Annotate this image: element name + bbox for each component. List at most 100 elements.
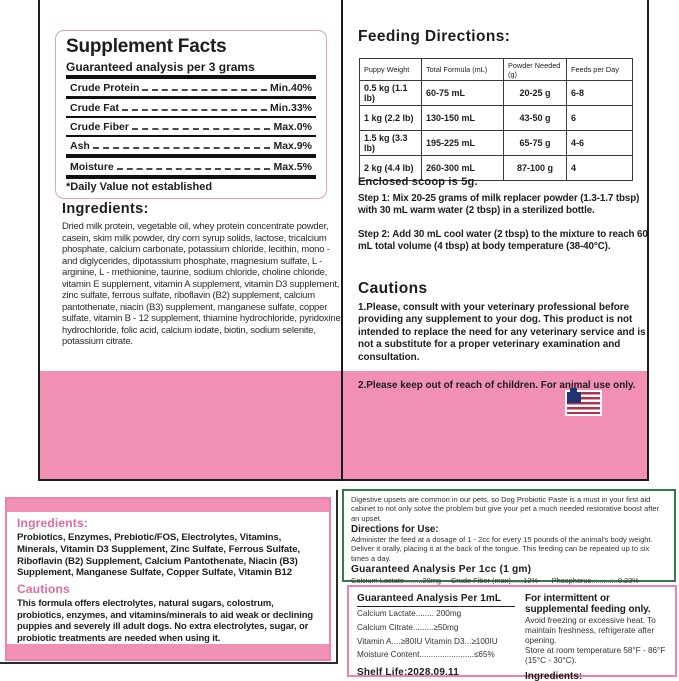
cell-weight: 1.5 kg (3.3 lb) [359,130,422,156]
analysis-line: Vitamin A....≥80IU Vitamin D3...≥100IU [357,636,498,646]
bottom-right-info-box: Guaranteed Analysis Per 1mL Calcium Lact… [347,585,677,681]
panel-right-border [647,0,649,481]
nutrient-name: Ash [70,139,90,152]
caution-text-1: 1.Please, consult with your veterinary p… [358,302,646,363]
mixing-step-1: Step 1: Mix 20-25 grams of milk replacer… [358,193,640,217]
directions-for-use-text: Administer the feed at a dosage of 1 - 2… [351,535,653,563]
cell-powder: 20-25 g [503,80,567,106]
guaranteed-analysis-1ml-heading: Guaranteed Analysis Per 1mL [357,593,515,607]
cell-weight: 2 kg (4.4 lb) [359,155,422,181]
probiotic-intro-text: Digestive upsets are common in our pets,… [351,495,660,523]
analysis-line: Calcium Lactate........ 200mg [357,609,462,618]
cell-formula: 195-225 mL [421,130,504,156]
cell-formula: 130-150 mL [421,105,504,131]
cell-weight: 0.5 kg (1.1 lb) [359,80,422,106]
pink-band-bottom [7,644,329,659]
us-flag-icon [565,388,602,416]
divider-bar [66,115,316,118]
flag-canton [567,392,581,403]
supplement-facts-title: Supplement Facts [66,36,227,57]
analysis-line: Moisture Content........................… [357,650,495,660]
divider-bar [66,134,316,137]
scoop-note: Enclosed scoop is 5g. [358,176,478,188]
nutrient-row: Ash Max.9% [66,138,316,153]
cautions-heading: Cautions [358,280,428,297]
nutrient-value: Max.5% [273,160,312,173]
analysis-line: Calcium Lactate.........20mg [351,575,441,585]
analysis-line: Crude Fiber (max)......12% [450,575,539,585]
col-header-powder-needed: Powder Needed (g) [503,58,567,81]
caution-text-2: 2.Please keep out of reach of children. … [358,380,636,391]
nutrient-value: Max.9% [273,139,312,152]
dash-leader [116,167,271,170]
bottom-left-box-shadow-bottom [0,662,338,664]
cell-formula: 260-300 mL [421,155,504,181]
table-row: 0.5 kg (1.1 lb) 60-75 mL 20-25 g 6-8 [359,80,633,106]
analysis-line: Phosphorus.............0.23% [551,575,639,585]
nutrient-name: Crude Fat [70,101,120,114]
feeding-directions-heading: Feeding Directions: [358,28,511,45]
nutrient-row: Crude Fat Min.33% [66,100,316,115]
analysis-line: Calcium Citrate.........≥50mg [357,622,459,632]
dash-leader [142,88,267,91]
nutrient-value: Max.0% [273,120,312,133]
cell-powder: 65-75 g [503,130,567,156]
shelf-life-text: Shelf Life:2028.09.11 [357,667,460,679]
divider-bar [66,95,316,99]
cell-feeds: 6-8 [566,80,633,106]
storage-text-2: Store at room temperature 58°F - 86°F (1… [525,646,666,666]
col-header-feeds-per-day: Feeds per Day [566,58,633,81]
nutrient-value: Min.33% [269,101,312,114]
guaranteed-analysis-1cc-heading: Guaranteed Analysis Per 1cc (1 gm) [351,563,532,575]
cautions-paragraph: This formula offers electrolytes, natura… [17,597,313,643]
supplement-facts-panel: Supplement Facts Guaranteed analysis per… [55,30,327,199]
pink-highlight-band [40,371,647,479]
storage-text-1: Avoid freezing or excessive heat. To mai… [525,616,656,645]
ingredients-heading: Ingredients: [17,516,89,530]
panel-bottom-border [38,479,649,481]
cautions-heading: Cautions [17,582,70,597]
nutrient-row: Moisture Max.5% [66,159,316,174]
supplement-facts-subtitle: Guaranteed analysis per 3 grams [66,59,255,74]
divider-bar [66,174,316,179]
intermittent-feeding-heading: For intermittent or supplemental feeding… [525,593,651,615]
table-row: 1 kg (2.2 lb) 130-150 mL 43-50 g 6 [359,105,633,131]
feeding-table: Puppy Weight Total Formula (mL) Powder N… [359,58,633,181]
probiotic-paste-info-box: Digestive upsets are common in our pets,… [342,489,676,605]
cell-powder: 43-50 g [503,105,567,131]
table-row: 1.5 kg (3.3 lb) 195-225 mL 65-75 g 4-6 [359,130,633,156]
dash-leader [92,146,271,149]
cell-feeds: 4 [566,155,633,181]
nutrient-value: Min.40% [269,81,312,94]
daily-value-footnote: *Daily Value not established [66,180,213,193]
directions-for-use-heading: Directions for Use: [351,524,439,536]
dash-leader [122,108,267,111]
divider-bar [66,74,316,79]
bottom-left-info-box: Ingredients: Probiotics, Enzymes, Prebio… [5,497,331,661]
nutrient-name: Crude Fiber [70,120,129,133]
nutrient-row: Crude Protein Min.40% [66,80,316,95]
ingredients-heading: Ingredients: [525,670,583,681]
mixing-step-2: Step 2: Add 30 mL cool water (2 tbsp) to… [358,229,648,253]
nutrient-row: Crude Fiber Max.0% [66,119,316,134]
cell-powder: 87-100 g [503,155,567,181]
ingredients-paragraph: Dried milk protein, vegetable oil, whey … [62,221,341,347]
nutrient-name: Crude Protein [70,81,140,94]
flag-canton-notch [570,388,577,393]
cell-formula: 60-75 mL [421,80,504,106]
panel-left-border [38,0,40,481]
ingredients-paragraph: Probiotics, Enzymes, Prebiotic/FOS, Elec… [17,532,300,579]
bottom-left-box-shadow-right [336,490,338,664]
pink-band-top [7,499,329,512]
col-header-puppy-weight: Puppy Weight [359,58,422,81]
panel-divider [341,0,343,481]
analysis-per-1ml-column: Guaranteed Analysis Per 1mL Calcium Lact… [357,593,515,679]
dash-leader [131,127,271,130]
cell-feeds: 4-6 [566,130,633,156]
cell-weight: 1 kg (2.2 lb) [359,105,422,131]
table-header-row: Puppy Weight Total Formula (mL) Powder N… [359,58,633,81]
ingredients-heading: Ingredients: [62,201,149,217]
storage-and-ingredients-column: For intermittent or supplemental feeding… [525,593,667,681]
nutrient-name: Moisture [70,160,114,173]
